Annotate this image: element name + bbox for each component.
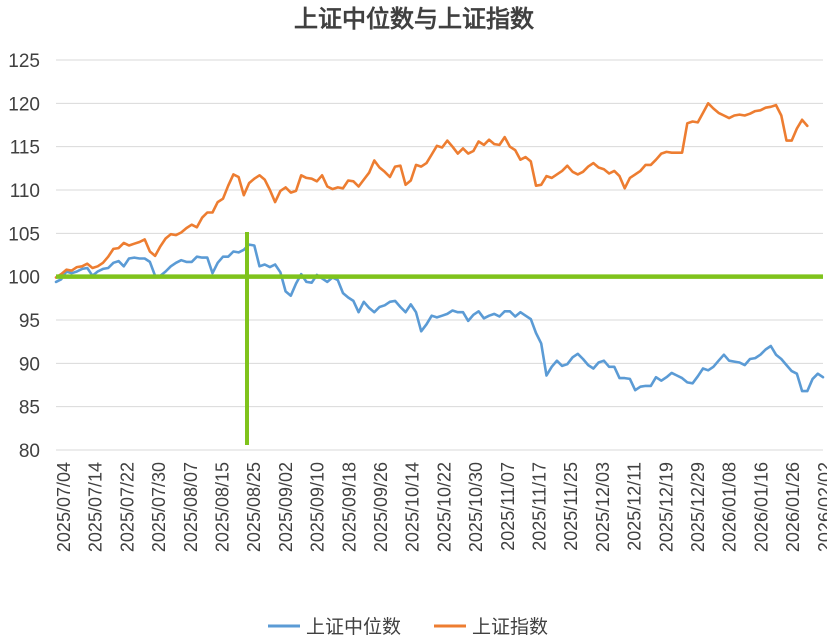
reference-lines	[56, 232, 823, 445]
y-tick-label: 100	[8, 268, 40, 289]
x-tick-label: 2025/12/19	[656, 462, 676, 552]
y-tick-label: 80	[19, 441, 40, 462]
x-tick-label: 2025/10/30	[466, 462, 486, 552]
x-tick-label: 2025/07/30	[149, 462, 169, 552]
x-tick-label: 2025/08/07	[181, 462, 201, 552]
x-tick-label: 2025/10/14	[403, 462, 423, 552]
x-tick-label: 2026/01/08	[720, 462, 740, 552]
legend-label: 上证中位数	[306, 616, 401, 638]
x-tick-label: 2025/09/18	[339, 462, 359, 552]
x-axis-tick-labels: 2025/07/04 2025/07/14 2025/07/22 2025/07/30…	[54, 462, 827, 552]
x-tick-label: 2025/11/07	[498, 462, 518, 551]
data-series	[54, 102, 825, 393]
legend-label: 上证指数	[472, 616, 548, 638]
x-tick-label: 2025/07/04	[54, 462, 74, 552]
x-tick-label: 2025/07/22	[117, 462, 137, 552]
x-tick-label: 2025/08/15	[213, 462, 233, 552]
x-tick-label: 2026/01/26	[783, 462, 803, 552]
y-tick-label: 105	[8, 224, 40, 245]
y-tick-label: 95	[19, 311, 40, 332]
x-tick-label: 2025/07/14	[86, 462, 106, 552]
series-line-0	[54, 243, 825, 393]
x-tick-label: 2026/02/02	[815, 462, 827, 552]
series-line-1	[54, 102, 809, 279]
x-tick-label: 2025/09/10	[308, 462, 328, 552]
y-axis-tick-labels: 80 85 90 95 100 105 110 115 120 125	[8, 51, 40, 462]
x-tick-label: 2026/01/16	[751, 462, 771, 552]
y-tick-label: 85	[19, 398, 40, 419]
x-tick-label: 2025/11/17	[530, 462, 550, 551]
x-tick-label: 2025/09/02	[276, 462, 296, 552]
y-tick-label: 110	[10, 181, 40, 202]
chart-title: 上证中位数与上证指数	[294, 5, 535, 33]
x-tick-label: 2025/10/22	[434, 462, 454, 552]
gridlines	[56, 59, 823, 451]
x-tick-label: 2025/12/29	[688, 462, 708, 552]
y-tick-label: 90	[19, 354, 40, 375]
x-tick-label: 2025/12/11	[625, 462, 645, 551]
x-tick-label: 2025/09/26	[371, 462, 391, 552]
y-tick-label: 125	[8, 51, 40, 72]
y-tick-label: 115	[10, 138, 40, 159]
y-tick-label: 120	[8, 94, 40, 115]
x-tick-label: 2025/11/25	[561, 462, 581, 551]
x-tick-label: 2025/12/03	[593, 462, 613, 552]
legend: 上证中位数 上证指数	[268, 616, 548, 638]
x-tick-label: 2025/08/25	[244, 462, 264, 552]
